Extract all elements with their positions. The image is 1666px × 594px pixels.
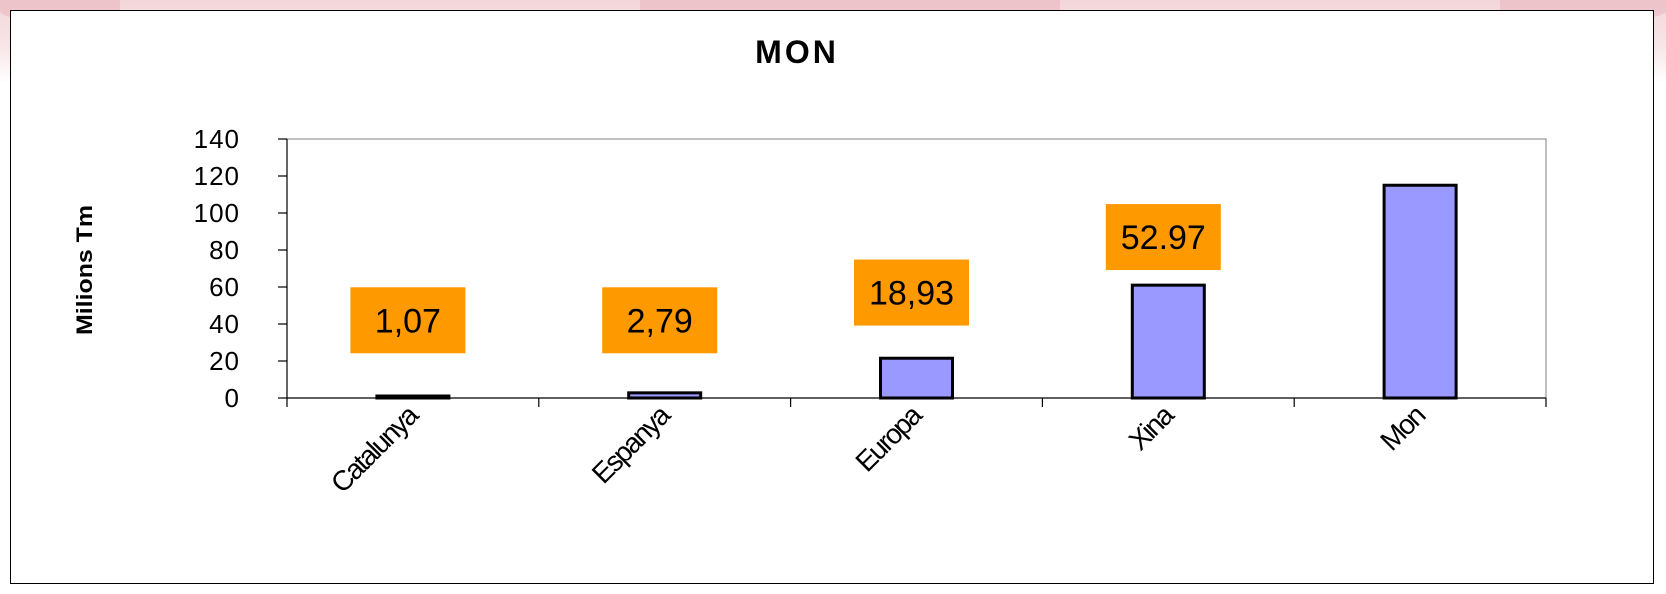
data-label: 52.97: [1121, 219, 1206, 257]
y-tick-label: 100: [194, 198, 240, 228]
bar-europa: [879, 356, 954, 400]
bar-xina: [1130, 283, 1206, 400]
data-label: 18,93: [869, 275, 954, 313]
y-axis-label: Milions Tm: [72, 205, 97, 335]
data-label: 2,79: [627, 302, 693, 340]
y-tick-label: 0: [225, 383, 240, 413]
x-tick-label-europa: Europa: [849, 399, 928, 478]
data-labels-group: 1,07 2,79 18,93 52.97: [350, 204, 1221, 354]
data-label-box: [1105, 204, 1221, 271]
y-tick-label: 20: [209, 346, 240, 376]
data-label-box: [854, 259, 969, 326]
y-tick-label: 40: [209, 309, 240, 339]
data-label: 1,07: [375, 302, 441, 340]
bar-mon: [1382, 183, 1458, 400]
bar-espanya: [627, 391, 703, 400]
x-tick-label-espanya: Espanya: [586, 399, 677, 490]
x-tick-label-xina: Xina: [1123, 399, 1181, 457]
chart-title: MON: [755, 34, 839, 70]
y-tick-label: 60: [209, 272, 240, 302]
y-tick-label: 120: [194, 161, 240, 191]
x-tick-label-mon: Mon: [1374, 400, 1430, 456]
data-label-box: [602, 287, 718, 354]
data-label-box: [350, 287, 466, 354]
y-tick-label: 140: [194, 124, 240, 154]
y-tick-label: 80: [209, 235, 240, 265]
chart-frame: [10, 10, 1654, 584]
x-tick-label-catalunya: Catalunya: [325, 399, 425, 499]
